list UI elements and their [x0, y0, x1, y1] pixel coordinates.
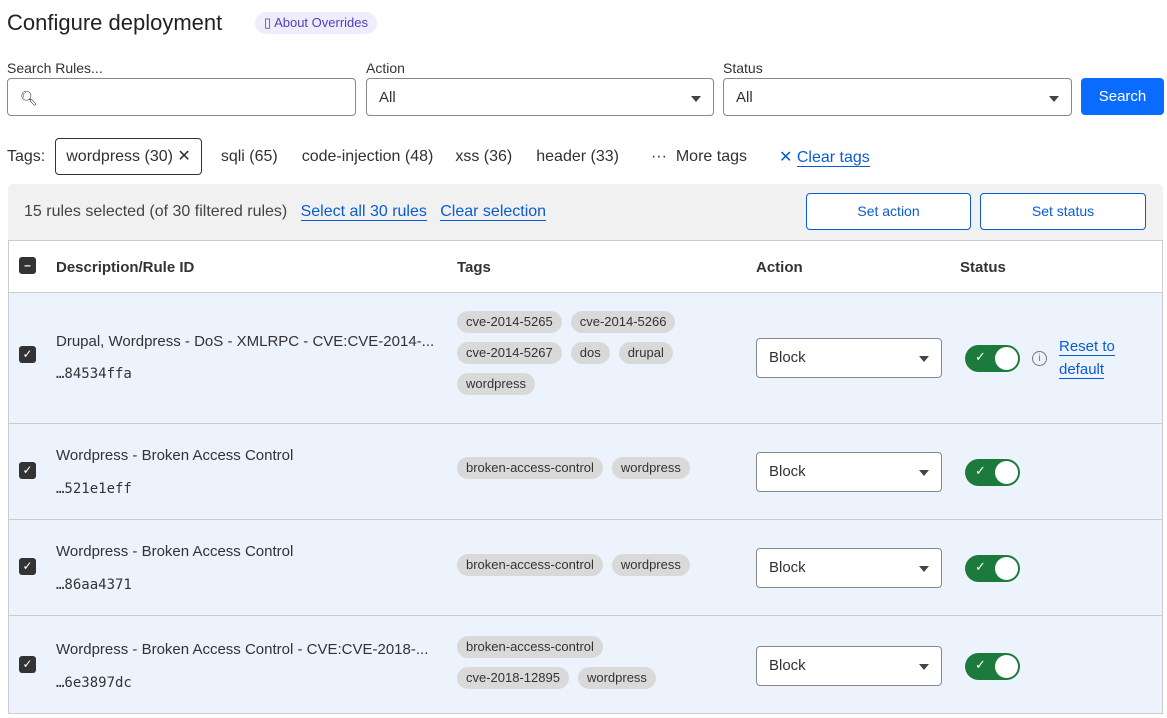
table-row: ✓ Wordpress - Broken Access Control - CV…	[9, 616, 1162, 714]
action-select[interactable]: Block	[756, 646, 942, 686]
rule-id: …84534ffa	[56, 366, 132, 382]
tag-chip: cve-2014-5266	[570, 311, 676, 333]
tag-chip: broken-access-control	[457, 554, 603, 576]
tag-chip: cve-2014-5265	[457, 311, 562, 333]
book-icon: ▯	[264, 15, 275, 30]
action-value: Block	[769, 559, 806, 576]
column-status: Status	[960, 259, 1006, 276]
select-all-checkbox[interactable]: –	[19, 257, 36, 274]
ellipsis-icon: ···	[650, 147, 667, 165]
tag-chip: broken-access-control	[457, 636, 603, 658]
search-label: Search Rules...	[7, 60, 103, 76]
table-row: ✓ Wordpress - Broken Access Control …521…	[9, 424, 1162, 520]
about-overrides-label: About Overrides	[274, 15, 368, 30]
tags-label: Tags:	[7, 147, 46, 165]
search-button[interactable]: Search	[1081, 78, 1164, 115]
clear-tags-button[interactable]: ✕ Clear tags	[779, 147, 870, 167]
close-icon: ✕	[778, 148, 793, 166]
about-overrides-link[interactable]: ▯ About Overrides	[255, 12, 377, 34]
check-icon: ✓	[975, 559, 986, 574]
check-icon: ✓	[975, 657, 986, 672]
check-icon: ✓	[975, 349, 986, 364]
rule-id: …86aa4371	[56, 577, 132, 593]
tag-header[interactable]: header (33)	[536, 147, 619, 165]
row-checkbox[interactable]: ✓	[19, 558, 36, 575]
tag-code-injection[interactable]: code-injection (48)	[301, 147, 434, 165]
action-value: All	[379, 89, 396, 106]
status-toggle[interactable]: ✓	[965, 653, 1020, 680]
chevron-down-icon	[919, 356, 929, 362]
rules-table: – Description/Rule ID Tags Action Status…	[8, 240, 1163, 714]
tag-chip: wordpress	[457, 373, 535, 395]
chevron-down-icon	[691, 96, 701, 102]
check-icon: ✓	[975, 463, 986, 478]
action-value: Block	[769, 657, 806, 674]
column-action: Action	[756, 259, 803, 276]
search-input[interactable]: 🔍︎	[7, 78, 356, 116]
action-select[interactable]: Block	[756, 338, 942, 378]
tag-filter-bar: Tags: wordpress (30) ✕ sqli (65) code-in…	[7, 138, 870, 175]
action-value: Block	[769, 463, 806, 480]
search-icon: 🔍︎	[20, 90, 38, 106]
table-row: ✓ Drupal, Wordpress - DoS - XMLRPC - CVE…	[9, 293, 1162, 424]
tag-chip: cve-2018-12895	[457, 667, 569, 689]
table-header: – Description/Rule ID Tags Action Status	[9, 241, 1162, 293]
bulk-actions-bar: 15 rules selected (of 30 filtered rules)…	[8, 184, 1163, 240]
rule-description: Wordpress - Broken Access Control	[56, 447, 294, 464]
tag-xss[interactable]: xss (36)	[455, 147, 513, 165]
row-checkbox[interactable]: ✓	[19, 656, 36, 673]
table-row: ✓ Wordpress - Broken Access Control …86a…	[9, 520, 1162, 616]
row-checkbox[interactable]: ✓	[19, 346, 36, 363]
status-toggle[interactable]: ✓	[965, 459, 1020, 486]
column-description: Description/Rule ID	[56, 259, 195, 276]
selected-tag-label: wordpress (30)	[66, 148, 173, 165]
column-tags: Tags	[457, 259, 491, 276]
row-checkbox[interactable]: ✓	[19, 462, 36, 479]
action-select[interactable]: Block	[756, 452, 942, 492]
reset-label: Reset to default	[1059, 338, 1115, 379]
chevron-down-icon	[919, 664, 929, 670]
tag-sqli[interactable]: sqli (65)	[220, 147, 278, 165]
chevron-down-icon	[919, 566, 929, 572]
status-value: All	[736, 89, 753, 106]
reset-to-default-link[interactable]: Reset to default	[1059, 335, 1129, 381]
close-icon[interactable]: ✕	[177, 148, 191, 165]
selected-tag-wordpress[interactable]: wordpress (30) ✕	[55, 138, 202, 175]
select-all-link[interactable]: Select all 30 rules	[300, 203, 427, 221]
tag-chip: wordpress	[577, 667, 656, 689]
status-select[interactable]: All	[723, 78, 1072, 116]
set-action-button[interactable]: Set action	[806, 193, 971, 230]
tag-chip: wordpress	[611, 457, 690, 479]
clear-tags-label: Clear tags	[796, 148, 870, 167]
action-select[interactable]: All	[366, 78, 714, 116]
status-toggle[interactable]: ✓	[965, 555, 1020, 582]
status-label: Status	[723, 60, 763, 76]
action-value: Block	[769, 349, 806, 366]
page-title: Configure deployment	[7, 10, 223, 35]
selection-summary: 15 rules selected (of 30 filtered rules)	[24, 203, 288, 220]
tag-chip: cve-2014-5267	[457, 342, 562, 364]
clear-selection-link[interactable]: Clear selection	[440, 203, 547, 221]
more-tags-label: More tags	[675, 147, 747, 165]
chevron-down-icon	[919, 470, 929, 476]
info-icon[interactable]: i	[1032, 351, 1047, 366]
status-toggle[interactable]: ✓	[965, 345, 1020, 372]
rule-id: …6e3897dc	[56, 675, 132, 691]
rule-description: Drupal, Wordpress - DoS - XMLRPC - CVE:C…	[56, 333, 435, 350]
rule-description: Wordpress - Broken Access Control - CVE:…	[56, 641, 429, 658]
chevron-down-icon	[1049, 96, 1059, 102]
tag-chip: broken-access-control	[457, 457, 603, 479]
action-select[interactable]: Block	[756, 548, 942, 588]
set-status-button[interactable]: Set status	[980, 193, 1146, 230]
more-tags-button[interactable]: ··· More tags	[651, 148, 747, 166]
rule-id: …521e1eff	[56, 481, 132, 497]
tag-chip: drupal	[618, 342, 673, 364]
action-label: Action	[366, 60, 405, 76]
tag-chip: dos	[570, 342, 610, 364]
rule-description: Wordpress - Broken Access Control	[56, 543, 294, 560]
tag-chip: wordpress	[611, 554, 690, 576]
